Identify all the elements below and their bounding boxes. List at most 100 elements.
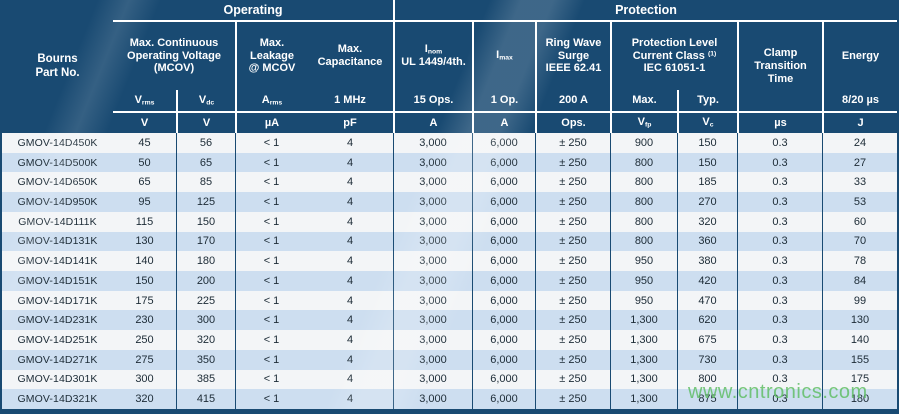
cell-part-no: GMOV-14D950K: [17, 195, 98, 208]
cell-part-no: GMOV-14D131K: [17, 235, 98, 248]
cell-vrms: 95: [138, 195, 151, 208]
cell-leakage: < 1: [235, 152, 307, 173]
cell-capacitance: 4: [346, 274, 354, 287]
cell-vfp: 1,300: [610, 389, 677, 409]
col-header-protection-level: Protection Level Current Class (1) IEC 6…: [610, 22, 737, 90]
cell-imax: 6,000: [472, 172, 535, 193]
cell-vdc: 170: [176, 231, 235, 252]
cell-capacitance: 4: [346, 314, 354, 327]
cell-vfp: 1,300: [610, 369, 677, 390]
cell-vc: 800: [677, 369, 737, 390]
cell-vfp: 950: [610, 290, 677, 311]
col-header-part-no: Bourns Part No.: [2, 0, 113, 133]
cell-part-no: GMOV-14D450K: [17, 136, 98, 149]
cell-leakage: < 1: [235, 310, 307, 331]
cell-vfp: 800: [610, 172, 677, 193]
unit-imax: A: [472, 113, 535, 133]
unit-inom: A: [393, 113, 472, 133]
unit-vdc: V: [176, 113, 235, 133]
cell-capacitance: 4: [346, 333, 354, 346]
cell-inom: 3,000: [393, 349, 472, 370]
cell-vdc: 350: [176, 349, 235, 370]
cell-energy: 99: [822, 290, 897, 311]
cell-part-no: GMOV-14D500K: [17, 156, 98, 169]
cell-energy: 70: [822, 231, 897, 252]
cell-vrms: 320: [135, 393, 154, 406]
cell-inom: 3,000: [393, 369, 472, 390]
cell-vfp: 800: [610, 231, 677, 252]
cell-ring-wave: ± 250: [535, 290, 610, 311]
cell-vc: 320: [677, 211, 737, 232]
cell-energy: 140: [822, 330, 897, 350]
cell-vfp: 950: [610, 270, 677, 291]
table-row: GMOV-14D650K 65 85 < 1 4 3,000 6,000 ± 250 800 18…: [2, 172, 897, 193]
cell-clamp-time: 0.3: [737, 369, 822, 390]
cell-vrms: 150: [135, 274, 154, 287]
cell-energy: 180: [822, 389, 897, 409]
cell-inom: 3,000: [393, 389, 472, 409]
cell-energy: 27: [822, 152, 897, 173]
cell-leakage: < 1: [235, 211, 307, 232]
cell-vrms: 130: [135, 235, 154, 248]
cell-vdc: 150: [176, 211, 235, 232]
cell-ring-wave: ± 250: [535, 389, 610, 409]
cell-energy: 130: [822, 310, 897, 331]
table-row: GMOV-14D131K 130 170 < 1 4 3,000 6,000 ± 250 800…: [2, 231, 897, 252]
cell-vdc: 300: [176, 310, 235, 331]
cell-vc: 270: [677, 192, 737, 212]
table-row: GMOV-14D141K 140 180 < 1 4 3,000 6,000 ± 250 950…: [2, 251, 897, 271]
cell-ring-wave: ± 250: [535, 211, 610, 232]
cell-leakage: < 1: [235, 251, 307, 271]
cell-energy: 78: [822, 251, 897, 271]
cell-vrms: 250: [135, 333, 154, 346]
cell-vc: 150: [677, 152, 737, 173]
cell-ring-wave: ± 250: [535, 152, 610, 173]
table-row: GMOV-14D171K 175 225 < 1 4 3,000 6,000 ± 250 950…: [2, 290, 897, 311]
table-row: GMOV-14D450K 45 56 < 1 4 3,000 6,000 ± 250 900 15…: [2, 133, 897, 153]
unit-capacitance: pF: [343, 116, 357, 129]
table-row: GMOV-14D500K 50 65 < 1 4 3,000 6,000 ± 250 800 15…: [2, 152, 897, 173]
cell-vdc: 125: [176, 192, 235, 212]
cell-capacitance: 4: [346, 136, 354, 149]
cell-inom: 3,000: [393, 231, 472, 252]
section-header-operating: Operating: [113, 0, 393, 22]
col-header-inom: Inom UL 1449/4th.: [393, 22, 472, 90]
cell-vrms: 275: [135, 353, 154, 366]
cell-ring-wave: ± 250: [535, 251, 610, 271]
cell-clamp-time: 0.3: [737, 231, 822, 252]
cell-vc: 185: [677, 172, 737, 193]
cell-capacitance: 4: [346, 176, 354, 189]
subheader-1-op: 1 Op.: [472, 90, 535, 113]
cell-leakage: < 1: [235, 389, 307, 409]
cell-imax: 6,000: [472, 330, 535, 350]
col-header-energy: Energy: [822, 22, 897, 90]
cell-imax: 6,000: [472, 152, 535, 173]
part-header-line2: Part No.: [35, 66, 80, 79]
cell-ring-wave: ± 250: [535, 192, 610, 212]
table-row: GMOV-14D321K 320 415 < 1 4 3,000 6,000 ± 250 1,3…: [2, 389, 897, 409]
cell-vdc: 200: [176, 270, 235, 291]
cell-imax: 6,000: [472, 231, 535, 252]
cell-leakage: < 1: [235, 231, 307, 252]
subheader-vdc: Vdc: [176, 90, 235, 113]
subheader-vrms: Vrms: [113, 90, 176, 113]
cell-energy: 53: [822, 192, 897, 212]
cell-part-no: GMOV-14D251K: [17, 333, 98, 346]
cell-vfp: 800: [610, 192, 677, 212]
cell-vrms: 115: [135, 215, 154, 228]
col-header-imax: Imax: [472, 22, 535, 90]
cell-part-no: GMOV-14D301K: [17, 373, 98, 386]
col-header-leakage: Max. Leakage @ MCOV: [235, 22, 307, 90]
cell-clamp-time: 0.3: [737, 270, 822, 291]
table-row: GMOV-14D271K 275 350 < 1 4 3,000 6,000 ± 250 1,3…: [2, 349, 897, 370]
cell-part-no: GMOV-14D231K: [17, 314, 98, 327]
cell-energy: 24: [822, 133, 897, 153]
unit-energy: J: [822, 113, 897, 133]
cell-imax: 6,000: [472, 389, 535, 409]
unit-vfp: Vfp: [610, 113, 677, 133]
cell-energy: 155: [822, 349, 897, 370]
cell-part-no: GMOV-14D151K: [17, 274, 98, 287]
cell-inom: 3,000: [393, 330, 472, 350]
cell-vfp: 800: [610, 211, 677, 232]
